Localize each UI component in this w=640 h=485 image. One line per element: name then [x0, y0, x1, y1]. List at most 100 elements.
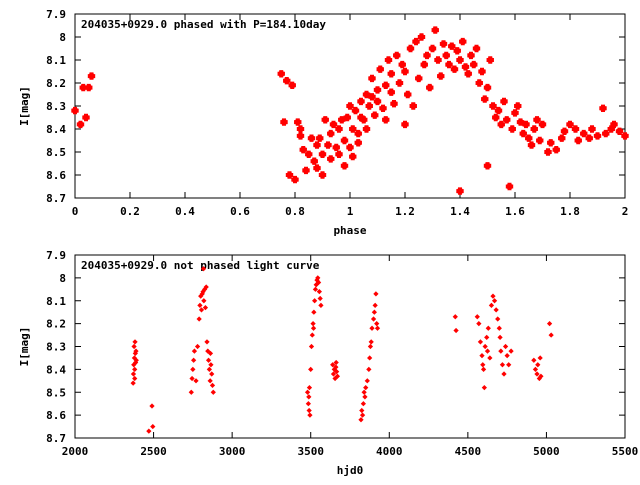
data-point [305, 150, 313, 158]
data-point [401, 120, 409, 129]
data-point [360, 401, 366, 407]
data-point [445, 60, 453, 69]
data-point [372, 302, 378, 308]
data-point [448, 42, 456, 50]
data-point [359, 407, 365, 414]
data-point [335, 125, 343, 133]
data-point [367, 343, 374, 350]
data-point [371, 309, 377, 315]
data-point [188, 389, 194, 395]
x-tick-label: 0.2 [120, 205, 140, 218]
data-point [483, 162, 492, 170]
data-point [208, 362, 214, 368]
data-point [362, 125, 371, 133]
data-point [307, 412, 313, 418]
data-point [312, 286, 319, 292]
data-point [283, 77, 291, 85]
data-point [417, 33, 426, 41]
data-point [346, 143, 354, 152]
data-point [532, 366, 539, 372]
data-point [497, 334, 503, 340]
data-point [479, 353, 485, 359]
data-point [333, 359, 339, 366]
data-point [306, 394, 312, 400]
data-point [130, 371, 137, 377]
data-point [349, 152, 357, 161]
data-point [475, 79, 483, 87]
data-point [496, 325, 502, 331]
x-tick-label: 0 [72, 205, 79, 218]
data-point [610, 120, 618, 129]
data-point [536, 136, 544, 145]
data-point [431, 26, 439, 34]
data-point [294, 118, 302, 126]
data-point [485, 325, 491, 331]
x-tick-label: 4500 [455, 445, 482, 458]
data-point [333, 364, 339, 370]
data-point [302, 166, 310, 175]
data-point [406, 44, 415, 53]
data-point [497, 120, 505, 129]
data-point [329, 120, 338, 129]
data-point [481, 95, 489, 103]
data-point [354, 139, 362, 147]
data-point [423, 51, 431, 60]
chart-title: 204035+0929.0 phased with P=184.10day [81, 18, 326, 31]
x-tick-label: 2000 [62, 445, 89, 458]
data-point [306, 385, 313, 391]
data-point [368, 339, 374, 345]
data-point [527, 141, 536, 149]
data-point [85, 83, 93, 92]
chart-title: 204035+0929.0 not phased light curve [81, 259, 320, 272]
data-point [305, 401, 311, 407]
y-axis-label: I[mag] [18, 86, 31, 126]
data-point [364, 378, 370, 384]
data-point [330, 362, 336, 368]
data-point [149, 403, 155, 409]
x-tick-label: 5500 [612, 445, 639, 458]
data-point [487, 355, 493, 361]
data-point [384, 56, 393, 64]
y-tick-label: 8.7 [46, 192, 66, 205]
data-point [368, 74, 376, 83]
data-point [522, 120, 530, 129]
data-point [191, 357, 197, 363]
y-tick-label: 8.4 [46, 363, 66, 376]
data-point [307, 134, 316, 142]
data-point [365, 102, 373, 110]
data-point [82, 113, 90, 122]
data-point [189, 375, 195, 382]
data-point [474, 314, 480, 320]
data-point [132, 339, 138, 345]
data-point [321, 116, 329, 124]
data-point [198, 307, 205, 313]
data-point [547, 139, 555, 147]
data-point [574, 136, 582, 145]
data-point [285, 171, 294, 179]
data-point [484, 348, 491, 354]
data-point [530, 125, 538, 133]
data-point [508, 125, 516, 133]
data-point [308, 366, 314, 372]
data-point [343, 113, 351, 122]
x-tick-label: 5000 [533, 445, 560, 458]
data-point [193, 378, 199, 384]
y-tick-label: 8.5 [46, 386, 66, 399]
data-point [340, 162, 349, 170]
data-point [442, 51, 450, 60]
data-point [503, 116, 511, 124]
data-point [483, 83, 492, 92]
data-point [387, 88, 395, 96]
data-point [194, 343, 201, 350]
data-point [481, 385, 487, 391]
x-axis-label: hjd0 [337, 464, 364, 477]
data-point [525, 134, 533, 142]
data-point [491, 298, 498, 304]
data-point [150, 423, 156, 430]
data-point [461, 63, 470, 71]
data-point [535, 362, 541, 368]
data-point [548, 332, 554, 338]
data-point [404, 90, 412, 99]
data-point [480, 362, 486, 368]
